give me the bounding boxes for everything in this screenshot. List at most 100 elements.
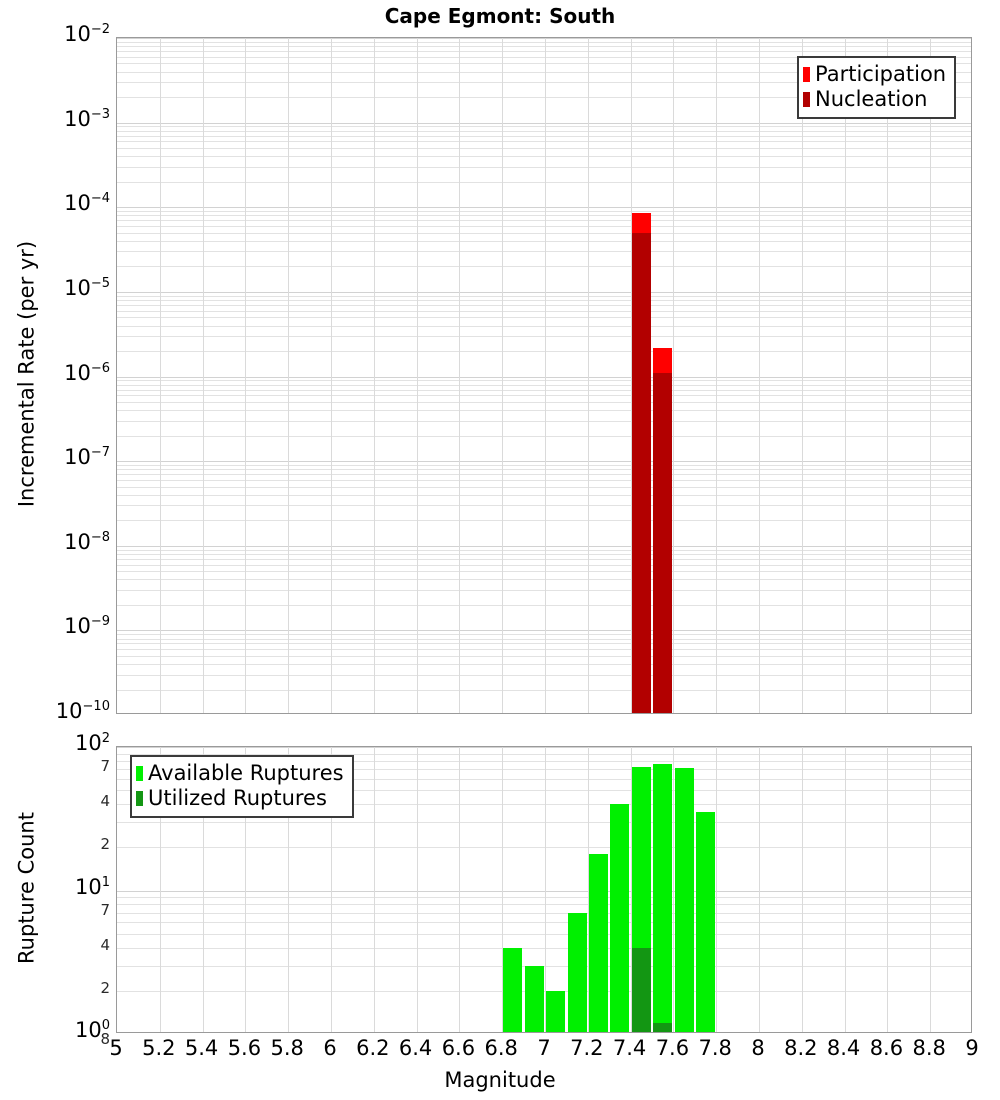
gridline-horizontal [117, 913, 971, 914]
x-tick-label: 9 [965, 1036, 979, 1060]
gridline-horizontal [117, 241, 971, 242]
legend-swatch-icon [803, 92, 810, 107]
gridline-vertical [331, 38, 332, 713]
gridline-horizontal [117, 421, 971, 422]
gridline-vertical [716, 747, 717, 1032]
gridline-vertical [502, 38, 503, 713]
gridline-horizontal [117, 136, 971, 137]
gridline-horizontal [117, 148, 971, 149]
gridline-vertical [588, 38, 589, 713]
gridline-horizontal [117, 336, 971, 337]
bar-available-ruptures [631, 767, 651, 1032]
gridline-horizontal [117, 505, 971, 506]
y-tick-label: 100 [74, 1018, 110, 1042]
x-tick-label: 6.6 [441, 1036, 476, 1060]
gridline-horizontal [117, 46, 971, 47]
gridline-horizontal [117, 296, 971, 297]
gridline-vertical [759, 747, 760, 1032]
gridline-horizontal [117, 131, 971, 132]
gridline-vertical [759, 38, 760, 713]
legend-item[interactable]: Utilized Ruptures [136, 786, 344, 811]
x-tick-label: 6.8 [484, 1036, 518, 1060]
y-tick-label: 10−5 [64, 275, 110, 300]
legend-swatch-icon [136, 791, 143, 806]
gridline-horizontal [117, 42, 971, 43]
gridline-horizontal [117, 51, 971, 52]
gridline-vertical [245, 38, 246, 713]
top-y-axis-label: Incremental Rate (per yr) [14, 240, 38, 507]
gridline-vertical [716, 38, 717, 713]
gridline-horizontal [117, 664, 971, 665]
gridline-horizontal [117, 211, 971, 212]
x-tick-label: 7 [537, 1036, 551, 1060]
legend-item[interactable]: Participation [803, 62, 946, 87]
gridline-horizontal [117, 630, 971, 631]
gridline-horizontal [117, 469, 971, 470]
gridline-horizontal [117, 300, 971, 301]
bar-utilized-ruptures [631, 947, 651, 1032]
gridline-horizontal [117, 207, 971, 208]
bottom-y-axis-label: Rupture Count [14, 811, 38, 964]
y-tick-label: 10−7 [64, 445, 110, 470]
gridline-vertical [802, 747, 803, 1032]
gridline-horizontal [117, 897, 971, 898]
legend-item[interactable]: Nucleation [803, 87, 946, 112]
bottom-legend: Available Ruptures Utilized Ruptures [130, 755, 354, 818]
bar-available-ruptures [589, 853, 608, 1032]
gridline-horizontal [117, 480, 971, 481]
gridline-horizontal [117, 390, 971, 391]
gridline-horizontal [117, 966, 971, 967]
x-tick-label: 6 [323, 1036, 337, 1060]
legend-label: Available Ruptures [148, 761, 344, 785]
bar-available-ruptures [674, 768, 694, 1032]
gridline-horizontal [117, 747, 971, 748]
gridline-vertical [545, 747, 546, 1032]
y-tick-label: 2 [100, 835, 110, 854]
gridline-horizontal [117, 292, 971, 293]
bar-utilized-ruptures [653, 1022, 673, 1032]
x-axis-label: Magnitude [444, 1068, 556, 1092]
bar-nucleation [631, 232, 651, 713]
gridline-vertical [459, 38, 460, 713]
gridline-horizontal [117, 226, 971, 227]
x-tick-label: 7.4 [612, 1036, 647, 1060]
gridline-horizontal [117, 904, 971, 905]
gridline-horizontal [117, 487, 971, 488]
gridline-horizontal [117, 520, 971, 521]
gridline-horizontal [117, 461, 971, 462]
y-tick-label: 10−2 [64, 22, 110, 46]
gridline-vertical [845, 747, 846, 1032]
x-tick-label: 5.8 [270, 1036, 304, 1060]
gridline-horizontal [117, 402, 971, 403]
gridline-vertical [502, 747, 503, 1032]
gridline-horizontal [117, 656, 971, 657]
y-tick-label: 10−6 [64, 360, 110, 385]
gridline-horizontal [117, 948, 971, 949]
gridline-horizontal [117, 891, 971, 892]
legend-label: Nucleation [815, 87, 928, 111]
gridline-horizontal [117, 571, 971, 572]
gridline-horizontal [117, 351, 971, 352]
gridline-horizontal [117, 38, 971, 39]
gridline-horizontal [117, 474, 971, 475]
top-gridlines [117, 38, 971, 713]
gridline-horizontal [117, 649, 971, 650]
bar-nucleation [653, 372, 673, 713]
legend-item[interactable]: Available Ruptures [136, 761, 344, 786]
gridline-horizontal [117, 847, 971, 848]
gridline-vertical [845, 38, 846, 713]
gridline-horizontal [117, 590, 971, 591]
gridline-horizontal [117, 934, 971, 935]
gridline-horizontal [117, 822, 971, 823]
gridline-horizontal [117, 377, 971, 378]
bar-available-ruptures [696, 812, 715, 1032]
gridline-horizontal [117, 554, 971, 555]
y-tick-label: 10−9 [64, 614, 110, 639]
gridline-horizontal [117, 565, 971, 566]
incremental-rate-plot [116, 37, 972, 714]
gridline-horizontal [117, 326, 971, 327]
y-tick-label: 4 [100, 792, 110, 811]
y-tick-label: 4 [100, 935, 110, 954]
x-tick-label: 6.2 [356, 1036, 390, 1060]
gridline-vertical [459, 747, 460, 1032]
